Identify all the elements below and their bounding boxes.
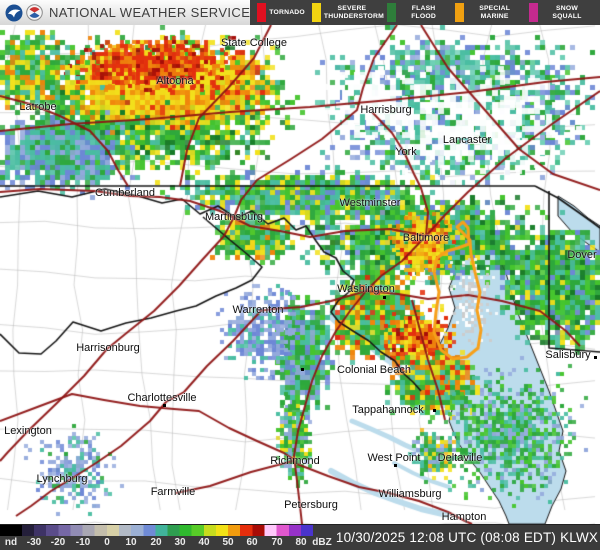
city-label: Altoona (156, 75, 194, 87)
colorbar-tick-label: 0 (104, 537, 110, 548)
colorbar-nd-block (0, 525, 22, 536)
city-label: York (395, 146, 417, 158)
reflectivity-colorbar: nd -30 -20 -10 0 10 20 30 40 50 60 70 80 dBZ (0, 525, 334, 550)
city-label: Washington (337, 283, 395, 295)
colorbar-tick-label: -20 (50, 537, 66, 548)
colorbar-tick-label: 80 (295, 537, 307, 548)
legend-bar: nd -30 -20 -10 0 10 20 30 40 50 60 70 80 dBZ 10/30/20… (0, 524, 600, 550)
agency-title: NATIONAL WEATHER SERVICE (49, 5, 251, 20)
warning-label: SEVERE THUNDERSTORM (323, 4, 384, 20)
city-label: Lexington (4, 425, 52, 437)
city-label: Martinsburg (204, 211, 264, 223)
warning-legend: TORNADO SEVERE THUNDERSTORM FLASH FLOOD SPE… (250, 0, 600, 25)
city-label: Lancaster (442, 134, 492, 146)
colorbar-tick-label: nd (4, 537, 18, 548)
city-label: Latrobe (19, 101, 57, 113)
colorbar-tick-label: dBZ (312, 537, 332, 548)
city-label: Colonial Beach (337, 364, 411, 376)
warning-label: TORNADO (269, 8, 305, 16)
colorbar-strip (0, 525, 334, 536)
warning-item: SEVERE THUNDERSTORM (311, 3, 384, 22)
radar-map: State College Altoona Latrobe Harrisburg Yor… (0, 25, 600, 524)
header: NATIONAL WEATHER SERVICE TORNADO SEVERE T… (0, 0, 600, 25)
city-label: State College (220, 37, 288, 49)
city-label: Harrisonburg (76, 342, 140, 354)
colorbar-gradient (22, 525, 313, 536)
radar-map-canvas[interactable] (0, 25, 600, 524)
city-label: Charlottesville (127, 392, 197, 404)
city-label: Baltimore (402, 232, 450, 244)
warning-swatch (386, 3, 396, 22)
warning-swatch (455, 3, 465, 22)
city-label: West Point (367, 452, 421, 464)
city-label: Richmond (270, 455, 320, 467)
colorbar-tick-label: 70 (271, 537, 283, 548)
city-label: Williamsburg (378, 488, 442, 500)
logo-group (0, 4, 43, 22)
city-label: Dover (567, 249, 597, 261)
colorbar-tick-label: 50 (222, 537, 234, 548)
noaa-logo-icon (5, 4, 23, 21)
city-label: Farmville (150, 486, 196, 498)
city-label: Petersburg (284, 499, 338, 511)
colorbar-tick-label: 30 (174, 537, 186, 548)
city-dot (394, 464, 397, 467)
city-label: Harrisburg (360, 104, 412, 116)
city-dot (594, 356, 597, 359)
colorbar-tick-label: 60 (246, 537, 258, 548)
colorbar-tick-label: 40 (198, 537, 210, 548)
city-label: Cumberland (95, 187, 155, 199)
city-label: Warrenton (232, 304, 284, 316)
colorbar-tick-label: -30 (26, 537, 42, 548)
city-label: Salisbury (545, 349, 591, 361)
colorbar-tick-label: 10 (125, 537, 137, 548)
city-label: Westminster (339, 197, 401, 209)
city-label: Hampton (441, 511, 487, 523)
city-dot (383, 296, 386, 299)
warning-swatch (529, 3, 539, 22)
colorbar-tick-label: -10 (75, 537, 91, 548)
timestamp: 10/30/2025 12:08 UTC (08:08 EDT) KLWX (335, 530, 599, 545)
warning-swatch (257, 3, 267, 22)
city-label: Tappahannock (352, 404, 424, 416)
warning-item: SPECIAL MARINE (455, 3, 522, 22)
warning-label: FLASH FLOOD (411, 4, 436, 20)
city-dot (163, 404, 166, 407)
nws-logo-icon (26, 4, 43, 21)
warning-item: SNOW SQUALL (529, 3, 593, 22)
warning-item: FLASH FLOOD (386, 3, 448, 22)
warning-label: SPECIAL MARINE (479, 4, 511, 20)
warning-swatch (311, 3, 321, 22)
colorbar-ticks: nd -30 -20 -10 0 10 20 30 40 50 60 70 80 dBZ (0, 536, 334, 550)
city-dot (433, 409, 436, 412)
city-label: Lynchburg (36, 473, 88, 485)
warning-label: SNOW SQUALL (552, 4, 582, 20)
city-label: Deltaville (437, 452, 483, 464)
colorbar-tick-label: 20 (150, 537, 162, 548)
warning-item: TORNADO (257, 3, 305, 22)
city-dot (301, 368, 304, 371)
